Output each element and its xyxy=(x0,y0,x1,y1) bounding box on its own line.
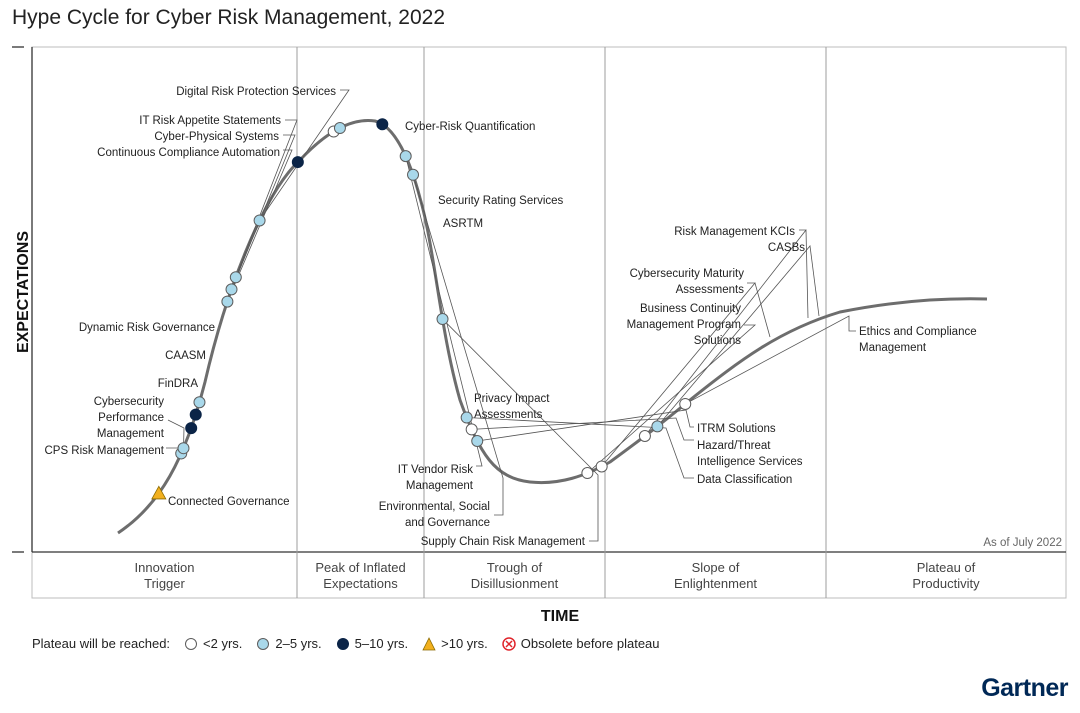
leader-cybersecurity-performance-management xyxy=(167,419,185,449)
legend-label-lt2: <2 yrs. xyxy=(203,636,243,651)
marker-business-continuity-management-program-solutions xyxy=(581,467,594,480)
obsolete-icon xyxy=(502,636,516,651)
legend-label-2to5: 2–5 yrs. xyxy=(275,636,322,651)
legend-item-gt10: >10 yrs. xyxy=(422,636,488,651)
circle-icon xyxy=(185,637,198,650)
leader-digital-risk-protection-services xyxy=(259,89,350,221)
leader-it-risk-appetite-statements xyxy=(235,119,298,278)
hype-cycle-curve xyxy=(117,119,988,535)
leader-cybersecurity-maturity-assessments xyxy=(601,282,771,467)
label-cyber-risk-quantification: Cyber-Risk Quantification xyxy=(405,121,535,133)
marker-continuous-compliance-automation xyxy=(221,295,234,308)
phase-label-3: Trough of Disillusionment xyxy=(471,560,559,591)
label-supply-chain-risk-management: Supply Chain Risk Management xyxy=(421,536,586,548)
marker-cyber-physical-systems xyxy=(225,283,238,296)
legend-item-lt2: <2 yrs. xyxy=(184,636,242,651)
legend-item-2to5: 2–5 yrs. xyxy=(256,636,322,651)
label-ethics-and-compliance-management: Ethics and Compliance Management xyxy=(859,326,977,354)
label-asrtm: ASRTM xyxy=(443,218,483,230)
leader-supply-chain-risk-management xyxy=(442,318,599,542)
legend: Plateau will be reached: <2 yrs. 2–5 yrs.… xyxy=(32,636,674,651)
label-privacy-impact-assessments: Privacy Impact Assessments xyxy=(474,393,550,421)
leader-casbs xyxy=(657,245,820,427)
marker-ethics-and-compliance-management xyxy=(679,397,692,410)
legend-item-obsolete: Obsolete before plateau xyxy=(502,636,660,651)
marker-asrtm xyxy=(333,122,346,135)
y-axis-label: EXPECTATIONS xyxy=(15,231,32,353)
marker-risk-management-kcis xyxy=(638,430,651,443)
phase-label-4: Slope of Enlightenment xyxy=(674,560,757,591)
leader-itrm-solutions xyxy=(477,409,694,442)
label-cybersecurity-maturity-assessments: Cybersecurity Maturity Assessments xyxy=(630,268,745,296)
marker-hazard-threat-intelligence-services xyxy=(465,423,478,436)
circle-icon xyxy=(257,637,270,650)
phase-label-1: Innovation Trigger xyxy=(135,560,195,591)
marker-dynamic-risk-governance xyxy=(193,396,206,409)
label-connected-governance: Connected Governance xyxy=(168,496,289,508)
leader-cyber-physical-systems xyxy=(231,134,296,290)
label-itrm-solutions: ITRM Solutions xyxy=(697,423,776,435)
label-casbs: CASBs xyxy=(768,242,805,254)
marker-cybersecurity-maturity-assessments xyxy=(595,460,608,473)
label-environmental-social-and-governance: Environmental, Social and Governance xyxy=(379,501,490,529)
label-dynamic-risk-governance: Dynamic Risk Governance xyxy=(79,322,215,334)
leader-environmental-social-and-governance xyxy=(412,174,504,516)
marker-casbs xyxy=(651,420,664,433)
leader-continuous-compliance-automation xyxy=(227,149,293,302)
label-continuous-compliance-automation: Continuous Compliance Automation xyxy=(97,147,280,159)
legend-label-5to10: 5–10 yrs. xyxy=(354,636,409,651)
marker-privacy-impact-assessments xyxy=(376,118,389,131)
leader-it-vendor-risk-management xyxy=(405,156,483,467)
marker-cybersecurity-performance-management xyxy=(177,442,190,455)
label-digital-risk-protection-services: Digital Risk Protection Services xyxy=(176,86,336,98)
label-risk-management-kcis: Risk Management KCIs xyxy=(674,226,795,238)
x-axis-label: TIME xyxy=(541,608,580,625)
chart-title: Hype Cycle for Cyber Risk Management, 20… xyxy=(12,6,446,29)
label-hazard-threat-intelligence-services: Hazard/Threat Intelligence Services xyxy=(697,440,803,468)
label-cybersecurity-performance-management: Cybersecurity Performance Management xyxy=(94,396,165,440)
label-it-risk-appetite-statements: IT Risk Appetite Statements xyxy=(139,115,281,127)
leader-risk-management-kcis xyxy=(644,229,809,437)
legend-item-5to10: 5–10 yrs. xyxy=(336,636,408,651)
label-data-classification: Data Classification xyxy=(697,474,792,486)
label-security-rating-services: Security Rating Services xyxy=(438,195,564,207)
phase-label-2: Peak of Inflated Expectations xyxy=(315,560,405,591)
marker-cyber-risk-quantification xyxy=(291,156,304,169)
marker-digital-risk-protection-services xyxy=(253,214,266,227)
legend-label-obsolete: Obsolete before plateau xyxy=(520,636,660,651)
gartner-logo: Gartner xyxy=(981,674,1068,702)
leader-ethics-and-compliance-management xyxy=(685,315,856,405)
marker-environmental-social-and-governance xyxy=(407,168,420,181)
legend-title: Plateau will be reached: xyxy=(32,636,171,651)
triangle-icon xyxy=(422,636,436,650)
marker-it-risk-appetite-statements xyxy=(229,271,242,284)
label-it-vendor-risk-management: IT Vendor Risk Management xyxy=(398,464,474,492)
marker-data-classification xyxy=(460,411,473,424)
label-caasm: CAASM xyxy=(165,350,206,362)
marker-findra xyxy=(185,422,198,435)
circle-icon xyxy=(336,637,349,650)
label-cyber-physical-systems: Cyber-Physical Systems xyxy=(154,131,279,143)
label-business-continuity-management-program-solutions: Business Continuity Management Program Sol… xyxy=(627,303,742,347)
marker-supply-chain-risk-management xyxy=(436,313,449,326)
label-findra: FinDRA xyxy=(158,378,199,390)
marker-caasm xyxy=(189,408,202,421)
legend-label-gt10: >10 yrs. xyxy=(441,636,488,651)
leader-business-continuity-management-program-solutions xyxy=(587,324,757,474)
as-of-label: As of July 2022 xyxy=(983,537,1062,549)
hype-cycle-chart: Innovation Trigger Peak of Inflated Expecta… xyxy=(12,46,1067,625)
leader-data-classification xyxy=(466,417,694,479)
marker-it-vendor-risk-management xyxy=(399,150,412,163)
marker-itrm-solutions xyxy=(471,435,484,448)
leader-hazard-threat-intelligence-services xyxy=(471,417,694,441)
phase-label-5: Plateau of Productivity xyxy=(912,560,980,591)
label-cps-risk-management: CPS Risk Management xyxy=(44,445,164,457)
marker-connected-governance xyxy=(151,485,167,500)
